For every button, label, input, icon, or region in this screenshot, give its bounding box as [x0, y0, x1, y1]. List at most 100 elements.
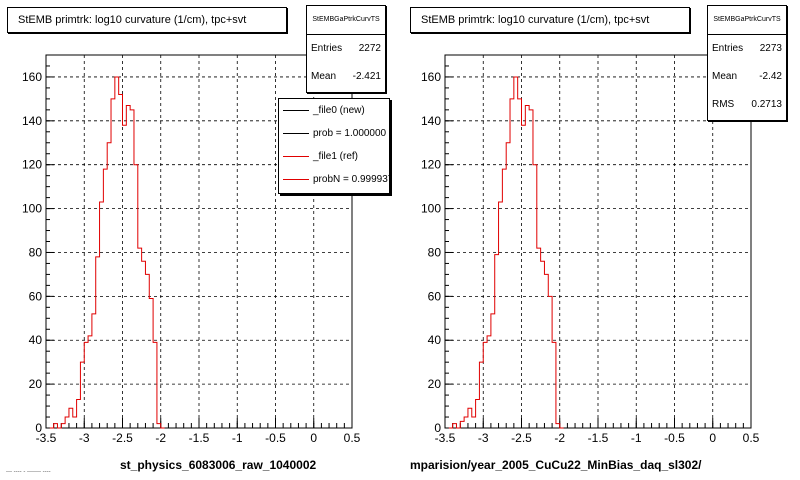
histogram-bin	[464, 417, 468, 428]
histogram-bin	[69, 408, 73, 428]
histogram-bin	[54, 424, 58, 428]
x-tick-label: -3.5	[36, 431, 57, 445]
histogram-bin	[80, 362, 84, 428]
y-tick-label: 160	[421, 70, 441, 84]
histogram-bin	[61, 424, 65, 428]
legend-label: prob = 1.000000	[313, 128, 387, 139]
panel-1-stats-name: StEMBGaPtrkCurvTS	[307, 6, 385, 35]
legend-item: prob = 1.000000	[279, 122, 389, 145]
legend-label: _file1 (ref)	[313, 151, 359, 162]
panel-1-x-axis-name: st_physics_6083006_raw_1040002	[120, 458, 317, 472]
histogram-panel-2: -3.5 -3 -2.5 -2 -1.5 -1 -0.5 0 0.5 0 20 40 60 80 100 12…	[421, 54, 760, 445]
panel-2-stats-mean: Mean -2.42	[708, 63, 786, 91]
histogram-bin	[479, 362, 483, 428]
histogram-bin	[134, 165, 138, 428]
histogram-bin	[123, 125, 127, 428]
histogram-bin	[453, 424, 457, 428]
histogram-series-1	[448, 76, 564, 429]
x-tick-label: -3.5	[435, 431, 456, 445]
y-tick-label: 20	[428, 377, 442, 391]
histogram-bin	[472, 417, 476, 428]
footnote: --- ---- - ------- ----	[6, 469, 51, 475]
y-tick-label: 60	[29, 289, 43, 303]
histogram-bin	[130, 110, 134, 428]
y-tick-label: 40	[29, 333, 43, 347]
x-tick-label: -2.5	[112, 431, 133, 445]
histogram-bin	[65, 417, 69, 428]
histogram-bin	[149, 299, 153, 428]
stats-key: Entries	[311, 43, 343, 54]
histogram-bin	[514, 77, 518, 428]
y-tick-label: 140	[421, 114, 441, 128]
histogram-bin	[460, 421, 464, 428]
y-tick-label: 140	[22, 114, 42, 128]
histogram-bin	[552, 342, 556, 428]
legend-swatch	[283, 156, 309, 157]
y-tick-label: 80	[428, 245, 442, 259]
histogram-bin	[525, 105, 529, 428]
histogram-bin	[544, 274, 548, 428]
histogram-bin	[115, 77, 119, 428]
histogram-bin	[138, 248, 142, 428]
histogram-bin	[77, 399, 81, 428]
legend-item: probN = 0.999937	[279, 168, 389, 191]
x-tick-label: 0	[310, 431, 317, 445]
histogram-bin	[510, 99, 514, 428]
x-tick-label: -1	[232, 431, 243, 445]
panel-1-legend: _file0 (new) prob = 1.000000 _file1 (ref…	[278, 98, 390, 194]
histogram-bin	[468, 408, 472, 428]
x-tick-label: -1	[631, 431, 642, 445]
legend-swatch	[283, 133, 309, 134]
y-tick-label: 60	[428, 289, 442, 303]
histogram-bin	[495, 255, 499, 428]
panel-2-stats-box: StEMBGaPtrkCurvTS Entries 2273 Mean -2.4…	[707, 5, 787, 121]
x-tick-label: -0.5	[265, 431, 286, 445]
stats-value: 2272	[358, 43, 381, 54]
histogram-bin	[529, 110, 533, 428]
stats-value: 0.2713	[751, 99, 782, 110]
legend-swatch	[283, 110, 309, 111]
histogram-bin	[73, 417, 77, 428]
histogram-bin	[548, 296, 552, 428]
histogram-bin	[96, 257, 100, 428]
histogram-bin	[537, 248, 541, 428]
y-tick-label: 100	[421, 202, 441, 216]
histogram-bin	[506, 143, 510, 428]
legend-swatch	[283, 179, 309, 180]
stats-key: Mean	[712, 71, 738, 82]
histogram-bin	[518, 99, 522, 428]
histogram-bin	[491, 314, 495, 428]
histogram-bin	[88, 336, 92, 428]
histogram-bin	[111, 99, 115, 428]
y-tick-label: 20	[29, 377, 43, 391]
stats-key: Entries	[712, 43, 744, 54]
histogram-bin	[487, 336, 491, 428]
histogram-bin	[142, 261, 146, 428]
y-tick-label: 100	[22, 202, 42, 216]
panel-1-stats-mean: Mean -2.421	[307, 63, 385, 91]
histogram-bin	[126, 105, 130, 428]
y-tick-label: 120	[22, 158, 42, 172]
stats-key: Mean	[311, 71, 337, 82]
stats-value: 2273	[759, 43, 782, 54]
histogram-bin	[522, 125, 526, 428]
x-tick-label: -2	[155, 431, 166, 445]
x-tick-label: 0	[709, 431, 716, 445]
histogram-bin	[119, 94, 123, 428]
stats-key: RMS	[712, 99, 735, 110]
legend-item: _file1 (ref)	[279, 145, 389, 168]
panel-1-stats-box: StEMBGaPtrkCurvTS Entries 2272 Mean -2.4…	[306, 5, 386, 93]
histogram-bin	[145, 274, 149, 428]
x-tick-label: -1.5	[189, 431, 210, 445]
panel-2-title: StEMB primtrk: log10 curvature (1/cm), t…	[410, 7, 690, 33]
panel-2-stats-rms: RMS 0.2713	[708, 91, 786, 119]
histogram-bin	[84, 342, 88, 428]
panel-1-title: StEMB primtrk: log10 curvature (1/cm), t…	[7, 7, 287, 33]
stats-value: -2.421	[352, 71, 381, 82]
histogram-bin	[107, 143, 111, 428]
histogram-bin	[103, 169, 107, 428]
x-tick-label: -2.5	[511, 431, 532, 445]
histogram-bin	[92, 314, 96, 428]
histogram-bin	[556, 424, 560, 428]
